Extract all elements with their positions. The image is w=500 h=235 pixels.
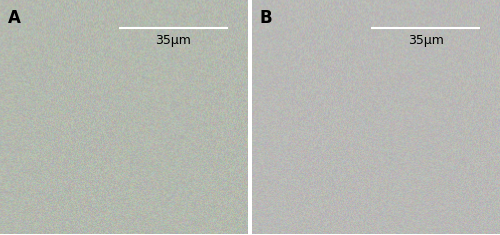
- Text: A: A: [8, 9, 20, 27]
- Text: 35μm: 35μm: [156, 34, 191, 47]
- Text: 35μm: 35μm: [408, 34, 444, 47]
- Text: B: B: [260, 9, 272, 27]
